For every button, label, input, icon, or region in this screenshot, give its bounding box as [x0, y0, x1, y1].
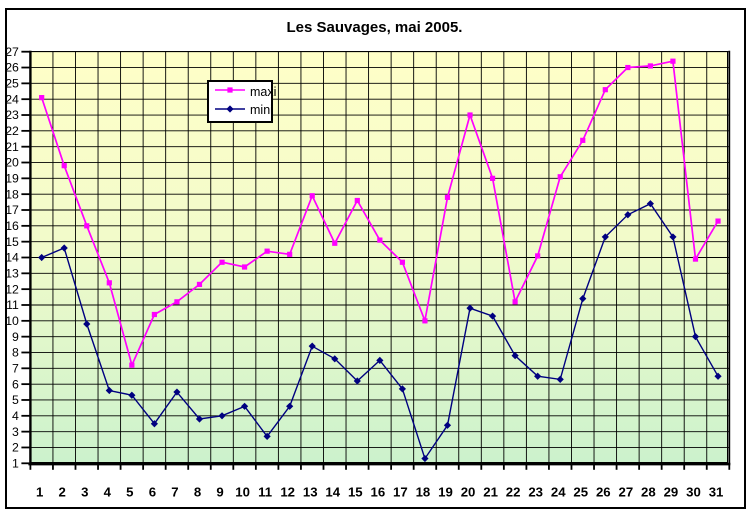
- legend-item-mini: mini: [214, 102, 273, 120]
- legend: maxi mini: [207, 80, 276, 123]
- legend-mini-swatch: [215, 105, 245, 113]
- legend-label-mini: mini: [250, 103, 273, 118]
- chart-title: Les Sauvages, mai 2005.: [286, 19, 463, 36]
- legend-item-maxi: maxi: [214, 83, 276, 101]
- plot-area-background: [30, 51, 728, 463]
- legend-label-maxi: maxi: [250, 85, 277, 100]
- mini-line-marker-icon: [214, 102, 246, 120]
- maxi-line-marker-icon: [214, 83, 246, 101]
- legend-maxi-swatch: [215, 87, 245, 93]
